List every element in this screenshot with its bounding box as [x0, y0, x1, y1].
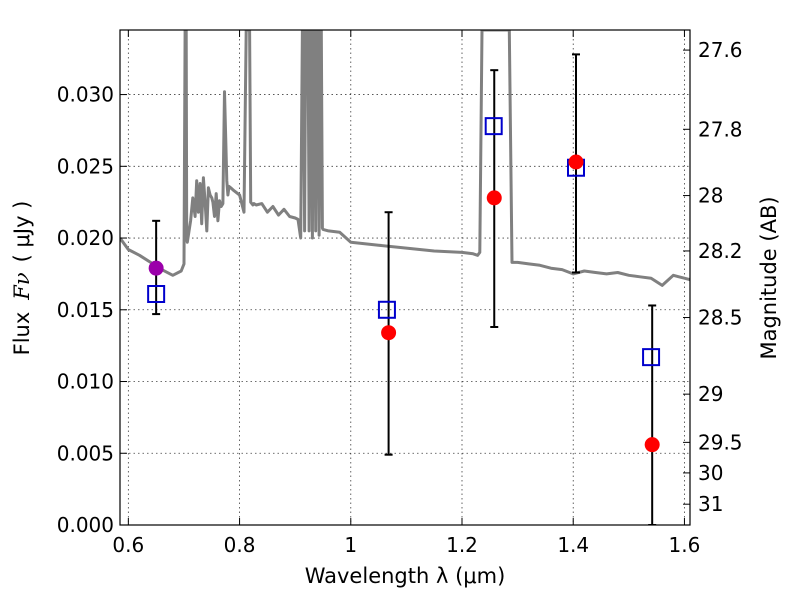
y-tick-label: 0.030 [57, 83, 114, 107]
y-tick-label: 0.000 [57, 513, 114, 537]
ticks: 0.6 0.8 1 1.2 1.4 1.6 0.000 0.005 0.010 0.015 0.02… [57, 30, 743, 557]
svg-text:FluxFν( μJy ): Flux Fν ( μJy ) [10, 201, 34, 356]
model-photometry-point [484, 117, 503, 136]
model-sed-line [120, 30, 690, 287]
y-tick-label: 0.010 [57, 370, 114, 394]
x-tick-label: 1.6 [669, 533, 701, 557]
observed-flux-point [568, 154, 584, 170]
y-axis-label-text: Flux [10, 312, 34, 356]
axes-frame [119, 29, 691, 526]
model-photometry-point [377, 300, 396, 319]
y2-tick-label: 30 [698, 461, 723, 485]
observed-flux-point [644, 437, 660, 453]
y2-tick-label: 27.8 [698, 117, 743, 141]
x-tick-label: 1.4 [557, 533, 589, 557]
y2-tick-label: 31 [698, 492, 723, 516]
y-axis-label-symbol: Fν [10, 272, 34, 301]
x-tick-label: 1.2 [446, 533, 478, 557]
x-axis-label: Wavelength λ (μm) [305, 564, 506, 588]
y-tick-label: 0.005 [57, 441, 114, 465]
y-axis-label: Flux Fν ( μJy ) [10, 201, 34, 356]
x-tick-label: 0.6 [112, 533, 144, 557]
y2-tick-label: 28 [698, 184, 723, 208]
y-tick-label: 0.015 [57, 298, 114, 322]
observed-flux-point [486, 190, 502, 206]
observed-flux-point [381, 325, 397, 341]
y2-tick-label: 29 [698, 382, 723, 406]
y-tick-label: 0.020 [57, 226, 114, 250]
model-photometry-point [147, 285, 166, 303]
x-tick-label: 1 [344, 533, 357, 557]
y-tick-label: 0.025 [57, 154, 114, 178]
y2-tick-label: 28.2 [698, 239, 743, 263]
observed-flux-point [148, 260, 164, 276]
plot-area [120, 30, 690, 525]
grid [120, 30, 690, 526]
y-axis-label-unit: ( μJy ) [10, 201, 34, 263]
y2-tick-label: 28.5 [698, 306, 743, 330]
model-photometry-point [642, 348, 661, 367]
x-tick-label: 0.8 [224, 533, 256, 557]
y2-axis-label: Magnitude (AB) [757, 196, 781, 359]
y2-tick-label: 27.6 [698, 38, 743, 62]
y2-tick-label: 29.5 [698, 430, 743, 454]
